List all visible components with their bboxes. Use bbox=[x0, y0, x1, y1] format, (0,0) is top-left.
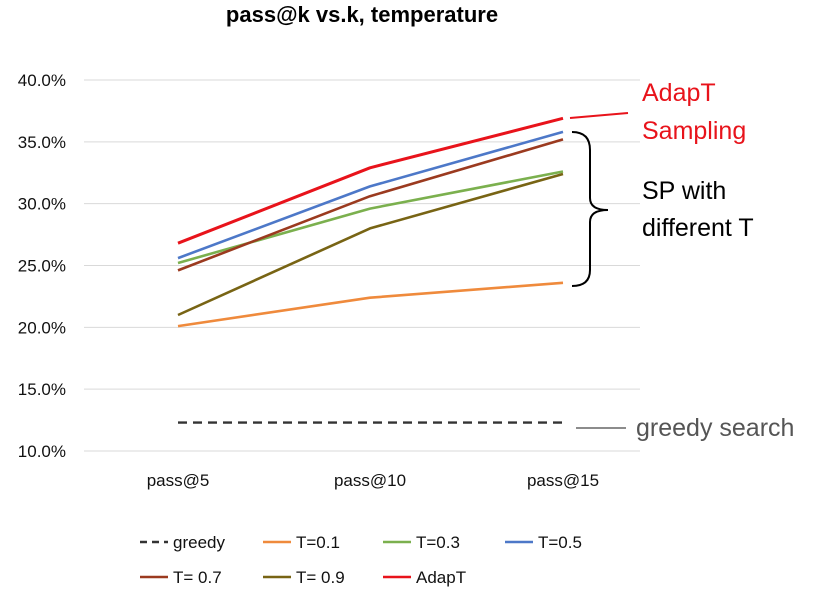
x-axis-ticks: pass@5 pass@10 pass@15 bbox=[147, 471, 599, 490]
y-tick-label: 20.0% bbox=[18, 318, 66, 337]
y-tick-label: 10.0% bbox=[18, 442, 66, 461]
legend-label: T=0.1 bbox=[296, 533, 340, 552]
x-tick-label: pass@15 bbox=[527, 471, 599, 490]
legend-label: greedy bbox=[173, 533, 225, 552]
series-line-t-0-7 bbox=[177, 138, 564, 272]
y-tick-label: 25.0% bbox=[18, 257, 66, 276]
x-tick-label: pass@10 bbox=[334, 471, 406, 490]
legend: greedy T=0.1 T=0.3 T=0.5 T= 0.7 T= 0.9 AdapT bbox=[140, 533, 582, 587]
series-line-adapt bbox=[177, 116, 564, 245]
y-tick-label: 30.0% bbox=[18, 195, 66, 214]
gridlines bbox=[84, 79, 640, 452]
y-axis-ticks: 10.0% 15.0% 20.0% 25.0% 30.0% 35.0% 40.0% bbox=[18, 71, 66, 461]
sp-annotation-line2: different T bbox=[642, 214, 754, 242]
sp-annotation-line1: SP with bbox=[642, 177, 726, 205]
series-line-t-0-9 bbox=[177, 172, 564, 317]
legend-label: T= 0.9 bbox=[296, 568, 345, 587]
legend-label: T= 0.7 bbox=[173, 568, 222, 587]
y-tick-label: 15.0% bbox=[18, 380, 66, 399]
chart-title: pass@k vs.k, temperature bbox=[226, 2, 498, 27]
adapt-annotation-line2: Sampling bbox=[642, 117, 746, 145]
x-tick-label: pass@5 bbox=[147, 471, 210, 490]
y-tick-label: 40.0% bbox=[18, 71, 66, 90]
adapt-annotation-leader bbox=[569, 112, 629, 119]
sp-bracket bbox=[571, 131, 609, 287]
greedy-annotation: greedy search bbox=[636, 414, 794, 442]
legend-label: T=0.5 bbox=[538, 533, 582, 552]
adapt-annotation-line1: AdapT bbox=[642, 79, 716, 107]
series-lines bbox=[177, 116, 564, 424]
series-line-t-0-1 bbox=[177, 281, 564, 328]
series-line-t-0-5 bbox=[177, 130, 564, 260]
legend-label: T=0.3 bbox=[416, 533, 460, 552]
legend-label: AdapT bbox=[416, 568, 466, 587]
y-tick-label: 35.0% bbox=[18, 133, 66, 152]
